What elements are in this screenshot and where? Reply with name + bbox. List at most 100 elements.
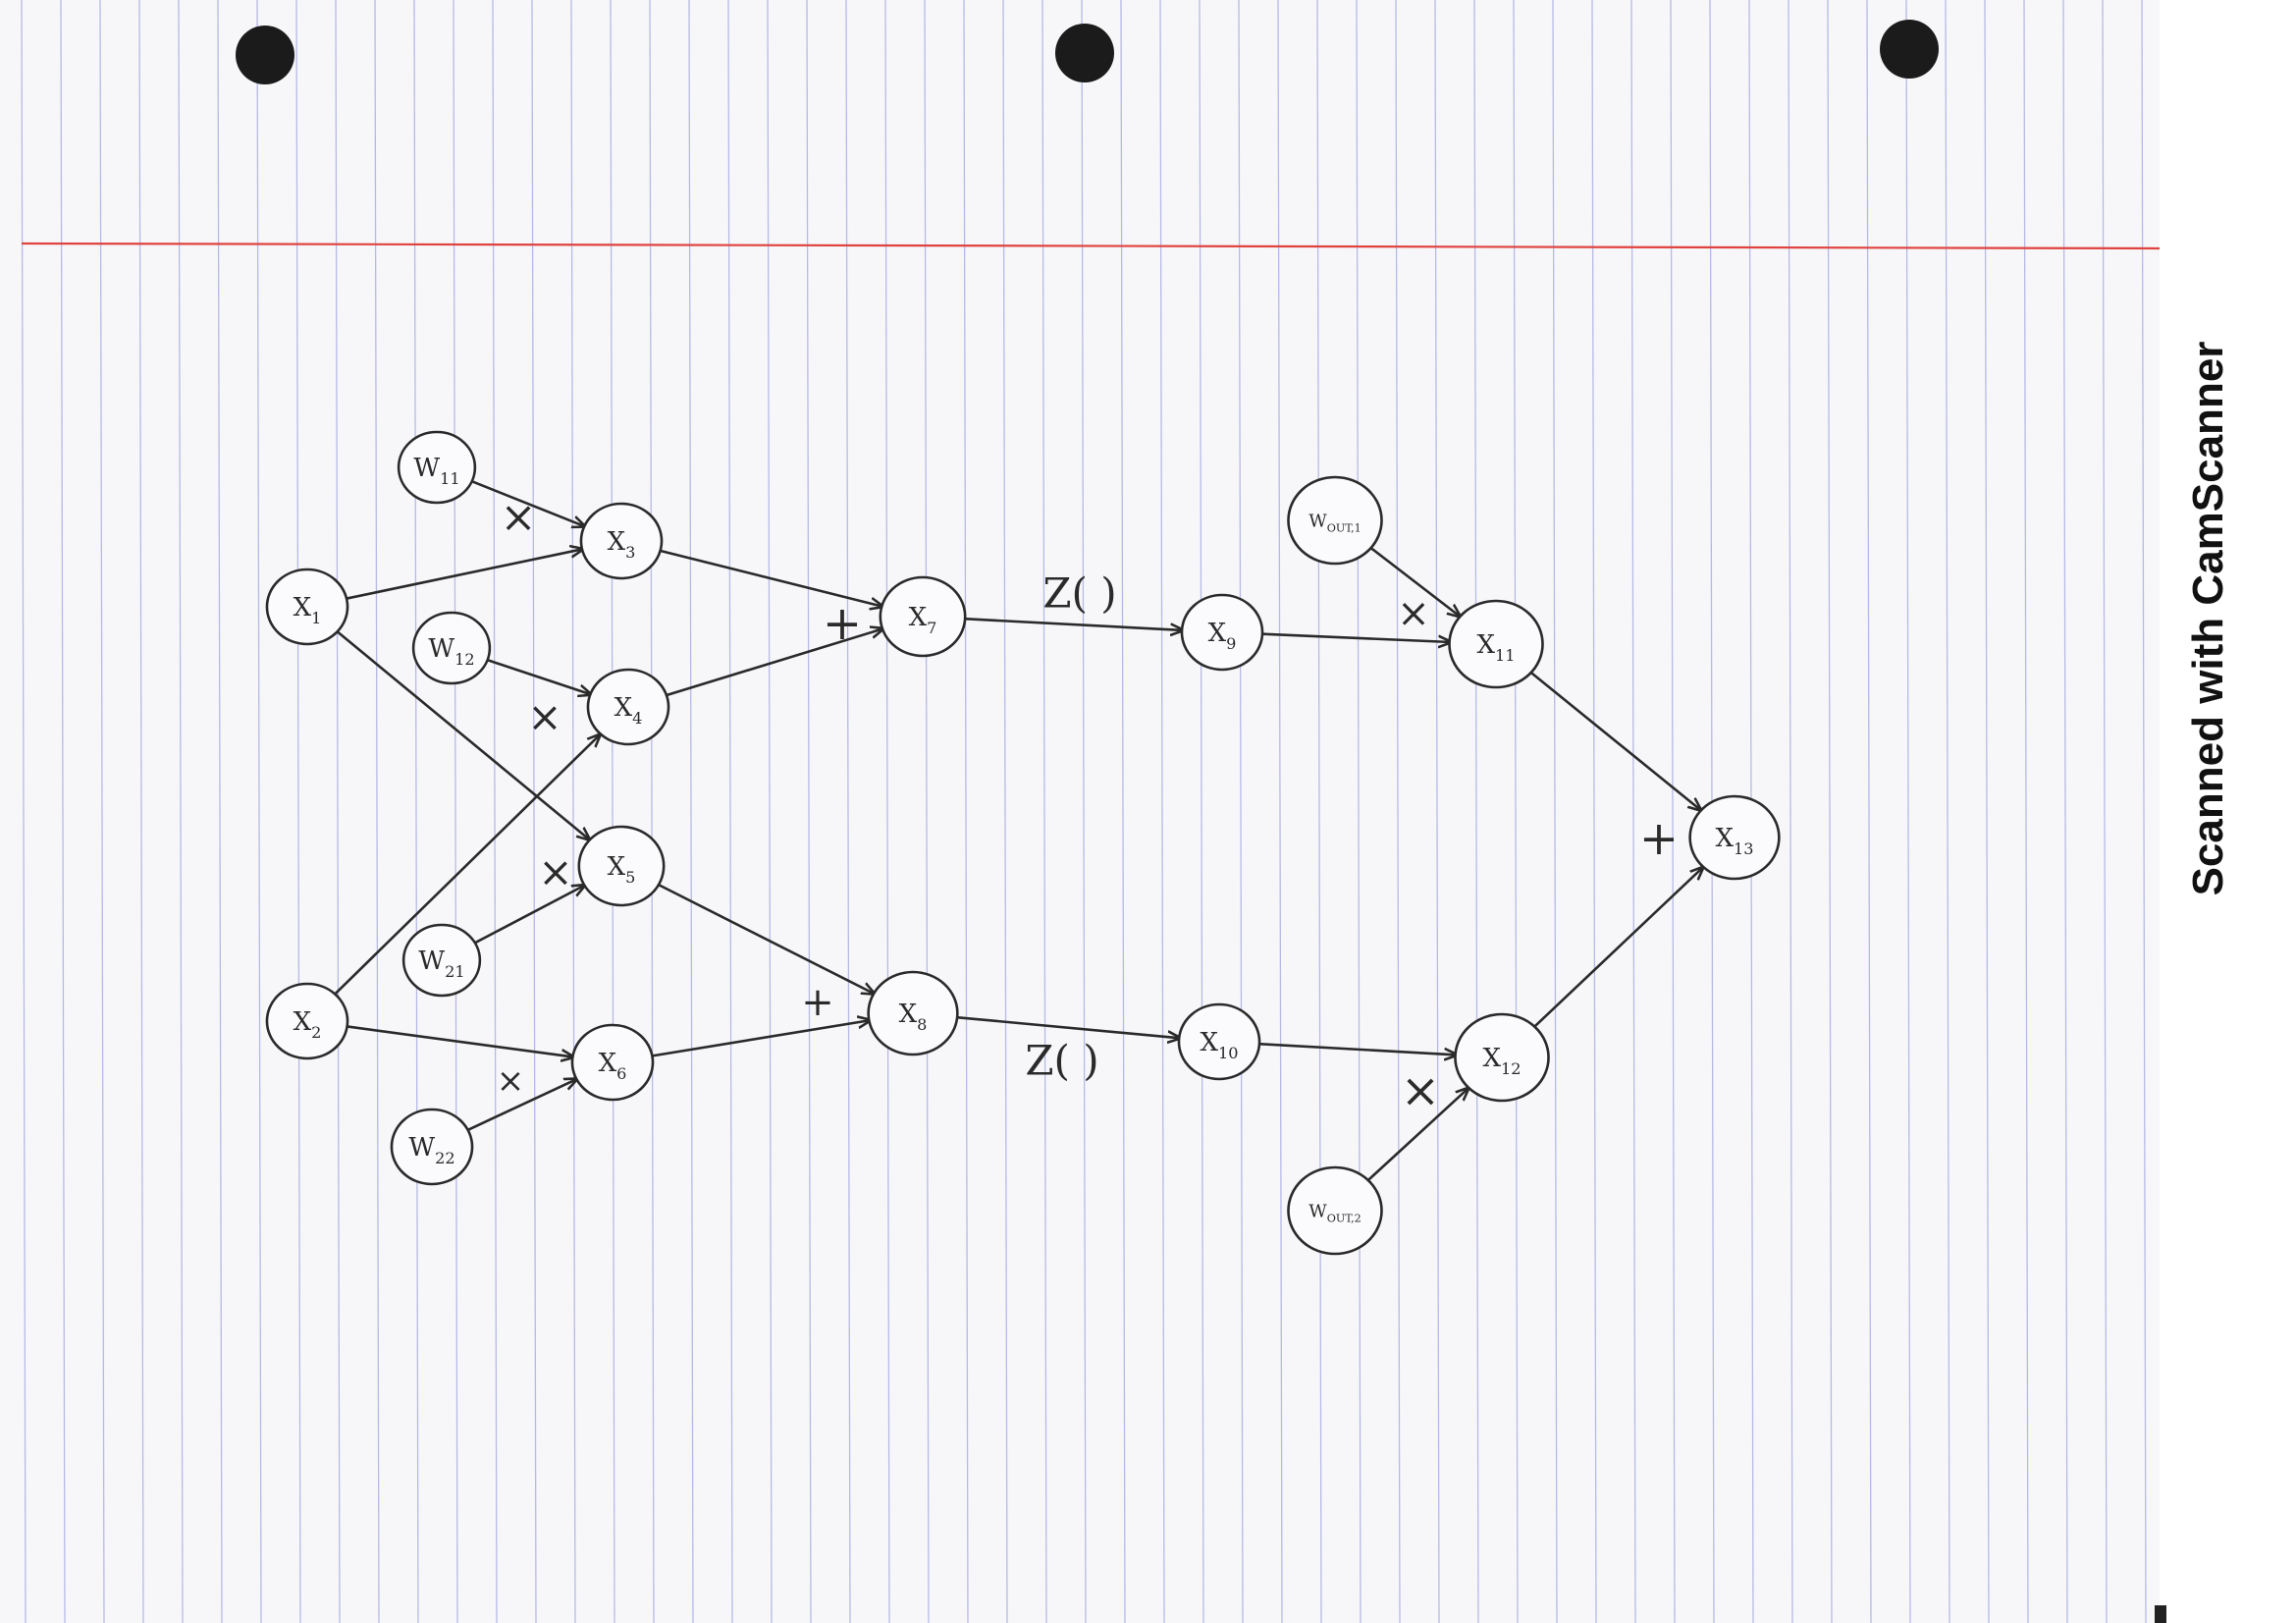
node-label-subscript: 22: [435, 1149, 455, 1167]
ruled-line: [295, 0, 301, 1623]
node-circle: [265, 568, 349, 646]
node-label: W21: [418, 947, 464, 981]
ruled-line: [1120, 0, 1126, 1623]
node-circle: [586, 668, 670, 746]
edge-x7-to-x9: [961, 617, 1183, 630]
node-x8: X8: [867, 970, 959, 1056]
ruled-line: [178, 0, 184, 1623]
ruled-line: [1552, 0, 1558, 1623]
ruled-line: [963, 0, 969, 1623]
node-label-base: X: [294, 593, 312, 622]
ruled-line: [1395, 0, 1401, 1623]
ruled-line: [1199, 0, 1204, 1623]
node-label-base: W: [1308, 511, 1327, 531]
node-x3: X3: [579, 502, 664, 580]
node-label: X11: [1476, 630, 1515, 665]
ruled-line: [1905, 0, 1911, 1623]
edge-x2-to-x4: [333, 734, 600, 997]
node-x11: X11: [1448, 599, 1544, 689]
ruled-line: [1356, 0, 1362, 1623]
operator-add-x8: +: [801, 980, 834, 1025]
node-label-base: X: [899, 1000, 918, 1029]
ruled-line: [1238, 0, 1244, 1623]
node-circle: [1287, 1165, 1383, 1256]
ruled-line: [845, 0, 851, 1623]
ruled-line: [767, 0, 773, 1623]
node-label: X2: [294, 1007, 322, 1042]
node-label-subscript: OUT,2: [1327, 1213, 1362, 1225]
node-circle: [1177, 1002, 1261, 1081]
node-label: X3: [608, 527, 636, 562]
edge-wout2-to-x12: [1365, 1088, 1468, 1183]
node-label: X8: [899, 1000, 928, 1034]
node-label: WOUT,1: [1308, 511, 1362, 534]
node-x9: X9: [1180, 593, 1264, 672]
edge-x1-to-x3: [343, 549, 583, 601]
ruled-line: [138, 0, 144, 1623]
node-label-base: W: [413, 454, 440, 483]
operator-mul-x5: ×: [538, 848, 572, 896]
ruled-line: [1866, 0, 1872, 1623]
node-label: X10: [1200, 1028, 1238, 1062]
paper-edge-shadow: [2155, 1605, 2166, 1623]
node-label-subscript: 1: [311, 609, 321, 627]
node-x1: X1: [265, 568, 349, 646]
ruled-line: [1513, 0, 1519, 1623]
node-label: X1: [294, 593, 322, 627]
node-label-subscript: 13: [1734, 839, 1754, 858]
node-label: WOUT,2: [1308, 1201, 1362, 1224]
node-label: X12: [1482, 1044, 1521, 1078]
node-label-subscript: 12: [454, 650, 475, 669]
ruled-line: [2062, 0, 2068, 1623]
ruled-line: [256, 0, 262, 1623]
node-circle: [879, 575, 967, 658]
node-label-base: X: [1476, 630, 1495, 660]
node-circle: [397, 430, 477, 505]
operator-mul-x3: ×: [501, 492, 537, 542]
node-label: W12: [428, 634, 474, 669]
operator-add-x7: +: [823, 596, 862, 651]
node-circle: [867, 970, 959, 1056]
punch-hole: [1055, 24, 1114, 82]
edge-x10-to-x12: [1255, 1042, 1457, 1055]
node-wout1: WOUT,1: [1287, 475, 1383, 566]
node-circle: [401, 923, 482, 998]
ruled-line: [21, 0, 27, 1623]
node-label-subscript: 3: [625, 543, 635, 562]
ruled-line: [374, 0, 380, 1623]
node-x5: X5: [577, 825, 666, 907]
node-label-base: X: [1482, 1044, 1501, 1073]
edge-w21-to-x5: [472, 886, 585, 946]
ruled-line: [1984, 0, 1990, 1623]
operator-z-x9: Z( ): [1042, 569, 1116, 618]
node-circle: [1688, 794, 1781, 881]
ruled-line: [727, 0, 733, 1623]
operator-add-x13: +: [1639, 811, 1679, 866]
node-x6: X6: [570, 1023, 655, 1102]
node-circle: [411, 611, 492, 685]
node-label-subscript: 21: [445, 962, 465, 981]
ruled-line: [1041, 0, 1047, 1623]
node-w11: W11: [397, 430, 477, 505]
ruled-line: [531, 0, 537, 1623]
node-label: W22: [408, 1133, 454, 1167]
operator-mul-x4: ×: [527, 693, 561, 741]
edge-x9-to-x11: [1258, 632, 1451, 642]
operator-mul-x6: ×: [497, 1061, 525, 1101]
node-label-subscript: 11: [440, 469, 460, 488]
node-label-base: W: [418, 947, 445, 976]
ruled-line: [413, 0, 419, 1623]
node-label-subscript: 4: [632, 709, 642, 728]
ruled-line: [1630, 0, 1636, 1623]
node-label-base: X: [909, 603, 928, 632]
ruled-line: [1002, 0, 1008, 1623]
node-circle: [265, 982, 349, 1060]
node-circle: [577, 825, 666, 907]
node-label-base: X: [608, 527, 626, 557]
edge-x3-to-x7: [657, 548, 882, 607]
node-wout2: WOUT,2: [1287, 1165, 1383, 1256]
node-label: X5: [608, 852, 636, 887]
ruled-line: [335, 0, 341, 1623]
node-label: W11: [413, 454, 459, 488]
